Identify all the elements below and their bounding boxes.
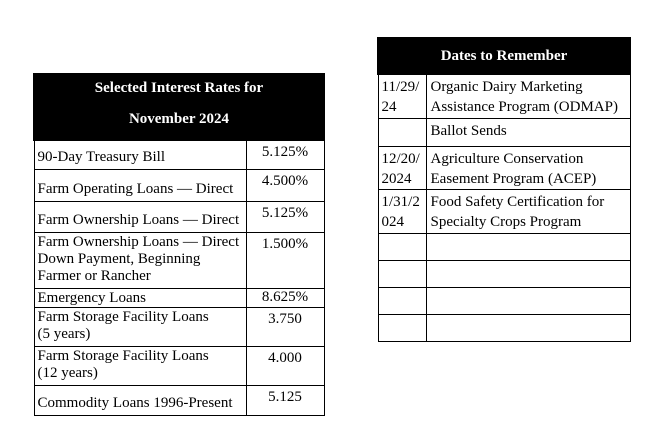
- event-cell: Agriculture Conservation Easement Progra…: [425, 145, 631, 190]
- table-row: [377, 286, 631, 315]
- dates-to-remember-header: Dates to Remember: [377, 37, 631, 75]
- table-row: Farm Ownership Loans — Direct 5.125%: [33, 200, 325, 233]
- rate-label: Farm Operating Loans — Direct: [33, 168, 247, 202]
- date-cell: [377, 286, 427, 315]
- date-cell: [377, 232, 427, 261]
- date-cell: 11/29/24: [377, 73, 427, 119]
- table-row: [377, 313, 631, 342]
- table-row: Farm Ownership Loans — Direct Down Payme…: [33, 231, 325, 289]
- rate-label: Farm Ownership Loans — Direct: [33, 200, 247, 233]
- rate-value: 5.125: [245, 384, 325, 416]
- table-row: Farm Operating Loans — Direct 4.500%: [33, 168, 325, 202]
- table-row: [377, 232, 631, 261]
- rate-label: Farm Storage Facility Loans (5 years): [33, 306, 247, 347]
- dates-header-row: Dates to Remember: [377, 37, 631, 75]
- event-cell: [425, 286, 631, 315]
- rate-value: 5.125%: [245, 139, 325, 170]
- rate-label: Emergency Loans: [33, 287, 247, 308]
- table-row: 90-Day Treasury Bill 5.125%: [33, 139, 325, 170]
- rate-label: Farm Ownership Loans — Direct Down Payme…: [33, 231, 247, 289]
- interest-rates-title-line2: November 2024: [128, 111, 230, 127]
- dates-to-remember-table: Dates to Remember 11/29/24 Organic Dairy…: [377, 37, 631, 342]
- event-cell: [425, 313, 631, 342]
- rate-value: 5.125%: [245, 200, 325, 233]
- table-row: Commodity Loans 1996-Present 5.125: [33, 384, 325, 416]
- interest-rates-header: Selected Interest Rates for November 202…: [32, 73, 326, 141]
- date-cell: [377, 259, 427, 288]
- table-row: Emergency Loans 8.625%: [33, 287, 325, 308]
- interest-rates-header-row: Selected Interest Rates for November 202…: [32, 73, 326, 141]
- interest-rates-table: Selected Interest Rates for November 202…: [32, 73, 326, 416]
- event-cell: [425, 259, 631, 288]
- rate-value: 1.500%: [245, 231, 325, 289]
- table-row: Farm Storage Facility Loans (12 years) 4…: [33, 345, 325, 386]
- rate-value: 8.625%: [245, 287, 325, 308]
- date-cell: [377, 313, 427, 342]
- table-row: 11/29/24 Organic Dairy Marketing Assista…: [377, 73, 631, 119]
- event-cell: Organic Dairy Marketing Assistance Progr…: [425, 73, 631, 119]
- table-row: Ballot Sends: [377, 117, 631, 147]
- table-row: 1/31/2024 Food Safety Certification for …: [377, 188, 631, 234]
- event-cell: Ballot Sends: [425, 117, 631, 147]
- table-row: 12/20/2024 Agriculture Conservation Ease…: [377, 145, 631, 190]
- interest-rates-title-line1: Selected Interest Rates for: [94, 80, 264, 96]
- rate-label: 90-Day Treasury Bill: [33, 139, 247, 170]
- rate-value: 4.000: [245, 345, 325, 386]
- event-cell: Food Safety Certification for Specialty …: [425, 188, 631, 234]
- table-row: Farm Storage Facility Loans (5 years) 3.…: [33, 306, 325, 347]
- date-cell: 12/20/2024: [377, 145, 427, 190]
- date-cell: [377, 117, 427, 147]
- rate-value: 3.750: [245, 306, 325, 347]
- date-cell: 1/31/2024: [377, 188, 427, 234]
- rate-label: Commodity Loans 1996-Present: [33, 384, 247, 416]
- event-cell: [425, 232, 631, 261]
- rate-value: 4.500%: [245, 168, 325, 202]
- table-row: [377, 259, 631, 288]
- rate-label: Farm Storage Facility Loans (12 years): [33, 345, 247, 386]
